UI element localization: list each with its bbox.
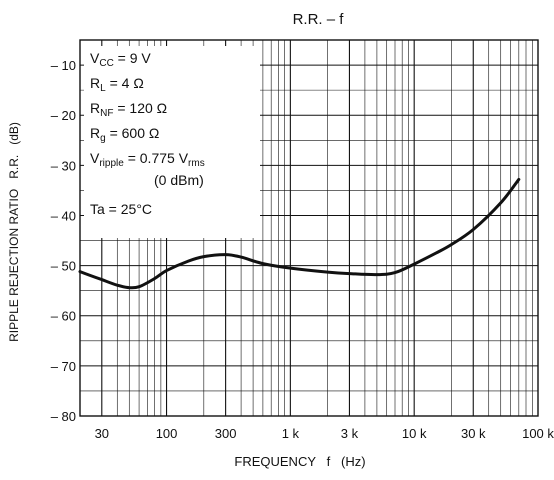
y-tick-label: – 30 [51,158,76,173]
x-axis-label: FREQUENCY f (Hz) [234,454,365,469]
x-tick-label: 30 k [461,426,486,441]
x-tick-label: 10 k [402,426,427,441]
x-tick-label: 300 [215,426,237,441]
x-tick-label: 30 [95,426,109,441]
condition-dbm: (0 dBm) [154,172,204,188]
x-tick-label: 1 k [282,426,300,441]
x-tick-label: 100 k [522,426,554,441]
x-tick-label: 3 k [341,426,359,441]
condition-vcc: VCC = 9 V [90,50,151,69]
x-tick-labels: 30 100 300 1 k 3 k 10 k 30 k 100 k [95,426,554,441]
condition-rnf: RNF = 120 Ω [90,100,168,119]
condition-vripple: Vripple = 0.775 Vrms [90,150,205,169]
condition-rg: Rg = 600 Ω [90,125,160,144]
condition-ta: Ta = 25°C [90,201,153,217]
y-tick-labels: – 10 – 20 – 30 – 40 – 50 – 60 – 70 – 80 [51,58,76,424]
plot-frame [79,39,539,417]
y-tick-label: – 80 [51,409,76,424]
x-tick-label: 100 [156,426,178,441]
y-tick-label: – 20 [51,108,76,123]
rr-curve [78,177,521,290]
y-tick-label: – 60 [51,309,76,324]
y-tick-label: – 40 [51,208,76,223]
y-tick-label: – 10 [51,58,76,73]
y-axis-label: RIPPLE REJECTION RATIO R.R. (dB) [7,122,21,342]
y-tick-label: – 70 [51,359,76,374]
test-conditions-box: VCC = 9 V RL = 4 Ω RNF = 120 Ω Rg = 600 … [84,46,260,238]
y-tick-label: – 50 [51,259,76,274]
chart-title: R.R. – f [293,11,345,28]
condition-rl: RL = 4 Ω [90,75,144,94]
